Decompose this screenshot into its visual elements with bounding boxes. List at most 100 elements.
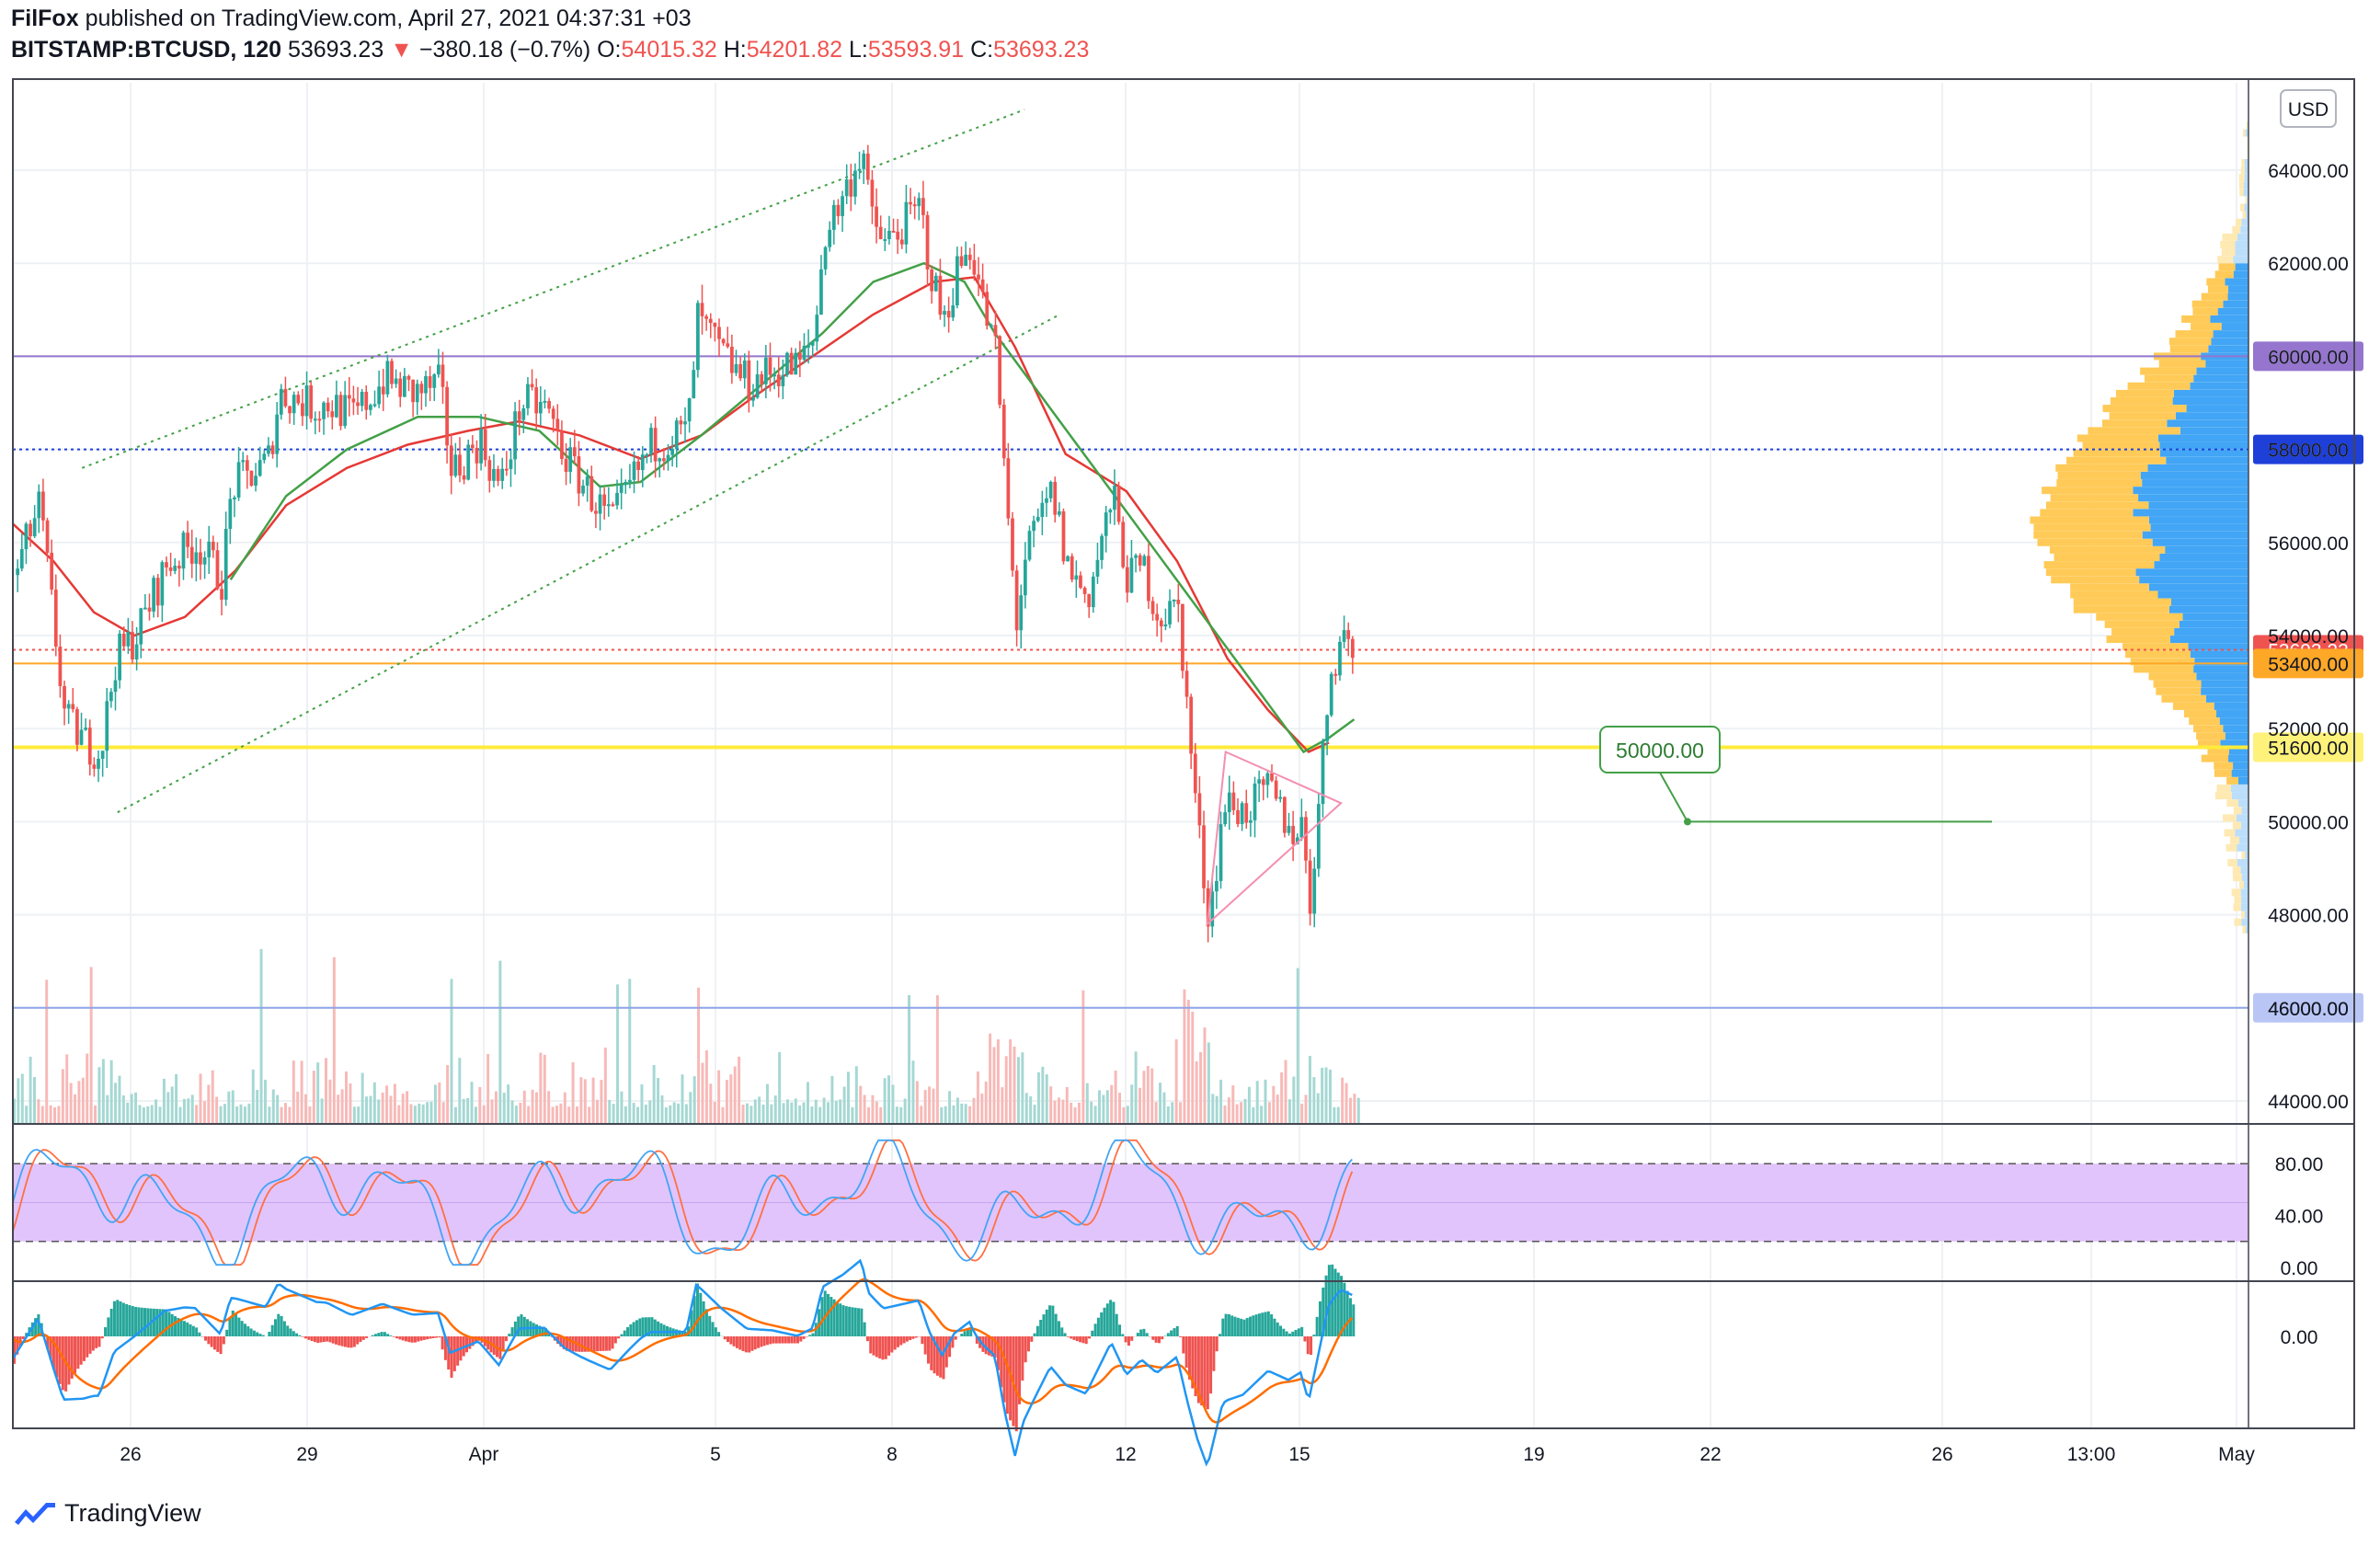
profile-bar-buy (2235, 829, 2248, 837)
time-tick-label: 13:00 (2067, 1444, 2116, 1465)
macd-hist-bar (617, 1336, 621, 1339)
volume-bar (1073, 1106, 1077, 1124)
volume-bar (895, 1106, 898, 1124)
candle-body (899, 239, 904, 245)
usd-label[interactable]: USD (2288, 99, 2329, 120)
candle-body (428, 375, 432, 388)
macd-hist-bar (429, 1336, 432, 1339)
volume-bar (1134, 1051, 1138, 1124)
macd-hist-bar (1300, 1326, 1304, 1336)
volume-bar (1142, 1071, 1146, 1124)
profile-bar-sell (2239, 189, 2244, 197)
macd-hist-bar (1187, 1336, 1191, 1380)
macd-hist-bar (1285, 1331, 1288, 1336)
macd-pane (11, 1258, 1356, 1467)
volume-bar (806, 1082, 809, 1124)
candle-body (58, 647, 63, 686)
candle-body (1325, 715, 1329, 741)
candle-body (121, 634, 126, 647)
publisher-name[interactable]: FilFox (11, 6, 79, 31)
macd-hist-bar (902, 1336, 906, 1344)
macd-hist-bar (878, 1336, 882, 1359)
volume-bar (1159, 1083, 1162, 1124)
profile-bar-sell (2056, 479, 2143, 487)
macd-hist-bar (632, 1322, 635, 1336)
profile-bar-sell (2216, 784, 2231, 792)
candle-body (734, 363, 738, 373)
macd-hist-bar (322, 1336, 326, 1343)
profile-bar-buy (2139, 576, 2248, 584)
profile-bar-sell (2192, 307, 2218, 315)
down-arrow-icon: ▼ (390, 37, 413, 63)
triangle-pattern[interactable] (1206, 751, 1343, 927)
volume-bar (377, 1099, 381, 1124)
volume-bar (166, 1092, 170, 1124)
profile-bar-buy (2241, 896, 2248, 904)
volume-bar (1021, 1052, 1024, 1124)
symbol-name[interactable]: BITSTAMP:BTCUSD, 120 (11, 37, 282, 63)
tradingview-brand[interactable]: TradingView (13, 1499, 201, 1528)
macd-hist-bar (984, 1336, 988, 1355)
macd-hist-bar (371, 1335, 374, 1336)
profile-bar-buy (2168, 605, 2248, 613)
candle-body (236, 462, 241, 498)
macd-hist-bar (1018, 1336, 1022, 1404)
profile-bar-buy (2244, 166, 2248, 175)
candle-body (530, 384, 534, 388)
profile-bar-sell (2088, 427, 2180, 435)
volume-bar (1336, 1106, 1340, 1124)
candle-body (441, 364, 445, 387)
candle-body (496, 468, 500, 481)
candle-body (946, 311, 951, 318)
candle-body (84, 728, 88, 730)
volume-bar (899, 1106, 903, 1124)
candle-body (1100, 535, 1104, 560)
candle-body (173, 566, 177, 571)
candle-body (343, 395, 348, 427)
macd-hist-bar (1151, 1336, 1155, 1340)
macd-hist-bar (823, 1290, 827, 1336)
profile-bar-sell (2127, 382, 2191, 390)
open-value: 54015.32 (621, 37, 717, 63)
volume-bar (61, 1069, 64, 1124)
macd-hist-bar (954, 1336, 957, 1340)
profile-bar-buy (2180, 427, 2248, 435)
volume-bar (458, 1058, 462, 1124)
candle-body (568, 447, 573, 473)
candle-body (223, 528, 228, 600)
profile-bar-sell (2140, 367, 2197, 375)
price-annotation[interactable]: 50000.00 (1599, 726, 1992, 826)
macd-hist-bar (465, 1336, 469, 1353)
macd-hist-bar (711, 1322, 715, 1336)
profile-bar-buy (2133, 509, 2248, 517)
profile-bar-sell (2232, 866, 2241, 875)
candle-body (143, 607, 147, 610)
profile-bar-buy (2147, 464, 2248, 472)
volume-bar (1199, 1052, 1203, 1124)
currency-button[interactable]: USD (2280, 89, 2337, 128)
candle-body (870, 179, 875, 207)
volume-bar (409, 1104, 413, 1124)
candle-body (513, 411, 517, 460)
candle-body (1087, 593, 1092, 608)
candle-body (479, 429, 483, 464)
volume-bar (1024, 1093, 1028, 1124)
volume-bar (211, 1070, 214, 1124)
volume-bar (1264, 1079, 1267, 1124)
macd-hist-bar (1005, 1336, 1009, 1415)
horizontal-levels[interactable]: 60000.0058000.0053693.2353400.0051600.00… (13, 341, 2363, 1023)
volume-bar (519, 1102, 522, 1124)
macd-hist-bar (216, 1336, 220, 1352)
volume-bar (118, 1075, 121, 1124)
volume-bar (1033, 1105, 1036, 1124)
macd-hist-bar (647, 1317, 651, 1336)
macd-hist-bar (1240, 1318, 1243, 1336)
macd-hist-bar (1276, 1322, 1279, 1336)
macd-hist-bar (471, 1336, 475, 1346)
macd-hist-bar (1318, 1301, 1322, 1336)
profile-bar-sell (2156, 687, 2202, 695)
profile-bar-sell (2183, 710, 2216, 718)
volume-bar (57, 1106, 61, 1124)
macd-hist-bar (225, 1329, 229, 1336)
